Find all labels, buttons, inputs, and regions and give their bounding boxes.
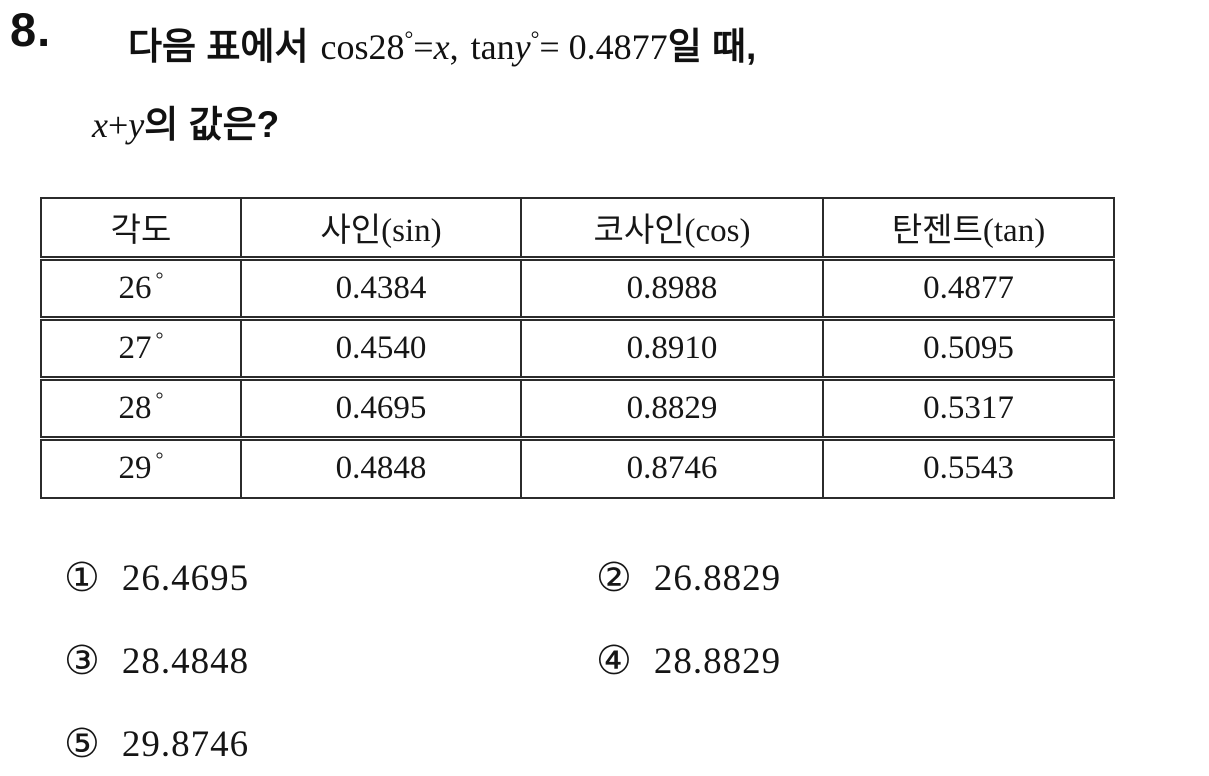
degree-symbol: ° <box>155 388 164 411</box>
degree-symbol: ° <box>155 449 164 472</box>
circled-3-icon: ③ <box>64 638 100 683</box>
choice-4: ④ 28.8829 <box>596 633 1128 689</box>
cell-sin: 0.4540 <box>240 315 522 379</box>
math-cos28: cos28 <box>320 27 405 67</box>
cell-angle: 26 ° <box>40 255 242 319</box>
choice-3: ③ 28.4848 <box>64 633 596 689</box>
choice-value: 29.8746 <box>121 723 250 765</box>
choice-1: ① 26.4695 <box>64 550 596 606</box>
table-header-row: 각도 사인(sin) 코사인(cos) 탄젠트(tan) <box>40 197 1115 259</box>
trig-table: 각도 사인(sin) 코사인(cos) 탄젠트(tan) 26 ° 0.4384 … <box>40 197 1115 499</box>
choice-2: ② 26.8829 <box>596 550 1128 606</box>
math-equals-1: = <box>413 27 434 67</box>
cell-angle: 29 ° <box>40 435 242 499</box>
answer-choices: ① 26.4695 ② 26.8829 ③ 28.4848 ④ 28.8829 … <box>64 550 1144 772</box>
cell-tan: 0.5317 <box>822 375 1115 439</box>
math-plus: + <box>107 105 129 145</box>
math-var-x: x <box>433 27 450 67</box>
choice-value: 26.4695 <box>121 557 250 599</box>
choice-value: 28.8829 <box>653 640 782 682</box>
table-row: 27 ° 0.4540 0.8910 0.5095 <box>40 315 1115 379</box>
cell-tan: 0.4877 <box>822 255 1115 319</box>
question-korean-intro: 다음 표에서 <box>128 26 309 67</box>
math-var-y: y <box>514 27 531 67</box>
degree-symbol: ° <box>155 268 164 291</box>
math-equals-value: = 0.4877 <box>539 27 668 67</box>
circled-2-icon: ② <box>596 555 632 600</box>
choice-5: ⑤ 29.8746 <box>64 716 596 772</box>
circled-1-icon: ① <box>64 555 100 600</box>
cell-cos: 0.8746 <box>520 435 824 499</box>
math-var-y: y <box>128 105 145 145</box>
header-sin: 사인(sin) <box>240 197 522 259</box>
table-row: 28 ° 0.4695 0.8829 0.5317 <box>40 375 1115 439</box>
circled-4-icon: ④ <box>596 638 632 683</box>
cell-cos: 0.8910 <box>520 315 824 379</box>
circled-5-icon: ⑤ <box>64 721 100 766</box>
question-line1: 다음 표에서 cos28°=x, tany°= 0.4877일 때, <box>128 16 756 70</box>
cell-sin: 0.4695 <box>240 375 522 439</box>
header-cos: 코사인(cos) <box>520 197 824 259</box>
cell-angle: 28 ° <box>40 375 242 439</box>
cell-cos: 0.8829 <box>520 375 824 439</box>
math-tan: tan <box>470 27 515 67</box>
math-var-x: x <box>92 105 108 145</box>
choice-value: 28.4848 <box>121 640 250 682</box>
header-tan: 탄젠트(tan) <box>822 197 1115 259</box>
cell-angle: 27 ° <box>40 315 242 379</box>
cell-tan: 0.5543 <box>822 435 1115 499</box>
cell-tan: 0.5095 <box>822 315 1115 379</box>
math-comma: , <box>449 27 459 67</box>
choice-value: 26.8829 <box>653 557 782 599</box>
cell-sin: 0.4384 <box>240 255 522 319</box>
question-korean-when: 일 때, <box>667 26 757 67</box>
angle-value: 27 <box>118 329 152 366</box>
angle-value: 28 <box>118 389 152 426</box>
question-korean-ask: 의 값은? <box>144 104 280 145</box>
table-row: 29 ° 0.4848 0.8746 0.5543 <box>40 435 1115 499</box>
angle-value: 29 <box>118 450 152 487</box>
degree-symbol: ° <box>530 26 540 51</box>
cell-sin: 0.4848 <box>240 435 522 499</box>
header-angle: 각도 <box>40 197 242 259</box>
question-line2: x+y의 값은? <box>92 94 279 148</box>
table-row: 26 ° 0.4384 0.8988 0.4877 <box>40 255 1115 319</box>
degree-symbol: ° <box>155 328 164 351</box>
degree-symbol: ° <box>404 26 414 51</box>
angle-value: 26 <box>118 269 152 306</box>
cell-cos: 0.8988 <box>520 255 824 319</box>
question-number: 8. <box>10 3 52 56</box>
